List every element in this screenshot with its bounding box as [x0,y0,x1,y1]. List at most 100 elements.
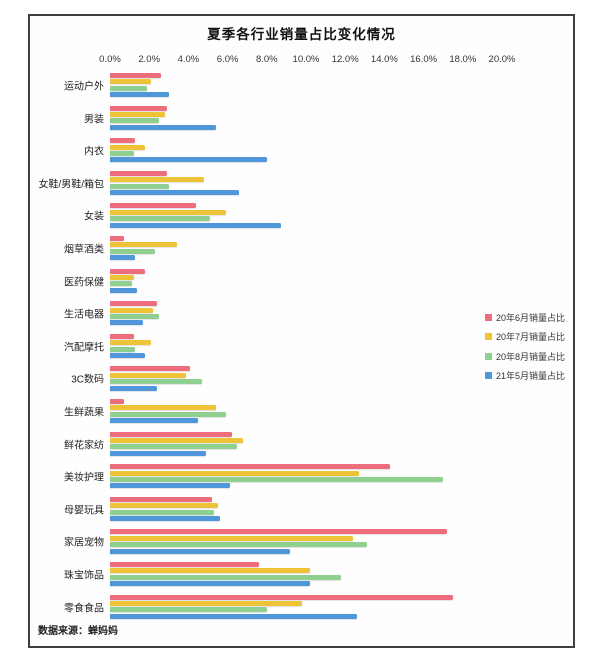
chart-container: 夏季各行业销量占比变化情况 0.0% 2.0% 4.0% 6.0% 8.0% 10.0% 1… [28,14,575,648]
category-row: 零食食品 [30,594,573,621]
legend-swatch-icon [485,372,492,379]
bar-20年7月销量占比 [110,437,244,443]
bar-20年7月销量占比 [110,568,310,574]
legend-swatch-icon [485,352,492,360]
bar-20年6月销量占比 [110,529,448,535]
category-label: 母婴玩具 [64,505,104,517]
category-label: 运动户外 [64,81,104,93]
bar-group [110,333,152,360]
category-label: 内衣 [84,146,104,158]
bar-20年8月销量占比 [110,346,136,352]
bar-20年7月销量占比 [110,274,134,280]
bar-20年6月销量占比 [110,138,136,144]
bar-20年6月销量占比 [110,562,259,567]
bar-group [110,431,244,458]
bar-20年6月销量占比 [110,268,146,274]
bar-21年5月销量占比 [110,320,144,326]
x-axis-tick: 12.0% [331,54,359,65]
bar-20年6月销量占比 [110,399,124,404]
x-axis-tick: 20.0% [488,54,516,65]
bar-21年5月销量占比 [110,222,281,228]
category-row: 烟草酒类 [30,236,573,261]
bar-20年8月销量占比 [110,183,169,189]
category-row: 内衣 [30,138,573,164]
bar-20年7月销量占比 [110,144,146,150]
bar-20年6月销量占比 [110,594,453,600]
bar-20年7月销量占比 [110,600,303,606]
bar-group [110,496,220,523]
bar-20年8月销量占比 [110,444,238,450]
bar-20年7月销量占比 [110,535,354,541]
bar-20年6月销量占比 [110,73,161,78]
category-row: 鲜花家纺 [30,431,573,458]
bar-group [110,366,203,392]
bar-20年7月销量占比 [110,209,226,215]
bar-20年8月销量占比 [110,607,267,613]
bar-20年6月销量占比 [110,301,158,307]
x-axis-tick: 16.0% [410,54,438,65]
bar-21年5月销量占比 [110,189,240,195]
bar-20年6月销量占比 [110,236,124,241]
category-row: 珠宝饰品 [30,562,573,588]
category-label: 3C数码 [71,374,104,386]
category-row: 女鞋/男鞋/箱包 [30,170,573,195]
bar-21年5月销量占比 [110,92,169,98]
category-row: 男装 [30,105,573,132]
bar-20年6月销量占比 [110,105,167,111]
bar-21年5月销量占比 [110,548,291,554]
category-label: 珠宝饰品 [64,570,104,582]
bar-group [110,529,448,555]
category-row: 生活电器 [30,301,573,327]
bar-21年5月销量占比 [110,418,199,424]
category-row: 生鲜蔬果 [30,399,573,425]
legend-swatch-icon [485,313,492,321]
bar-20年7月销量占比 [110,111,165,117]
bar-20年7月销量占比 [110,470,359,476]
category-row: 汽配摩托 [30,333,573,360]
legend-item: 20年6月销量占比 [485,310,565,324]
bar-20年8月销量占比 [110,476,444,482]
category-label: 零食食品 [64,603,104,615]
category-row: 3C数码 [30,366,573,392]
category-row: 美妆护理 [30,464,573,489]
category-row: 运动户外 [30,73,573,99]
bar-20年8月销量占比 [110,542,367,548]
bar-20年6月销量占比 [110,431,232,437]
bar-20年8月销量占比 [110,118,159,124]
bar-group [110,138,267,164]
bar-20年8月销量占比 [110,85,148,91]
bar-20年8月销量占比 [110,150,134,156]
legend-item: 21年5月销量占比 [485,369,565,383]
bar-20年7月销量占比 [110,340,152,346]
bar-group [110,301,159,327]
bar-20年6月销量占比 [110,333,134,339]
bar-group [110,594,453,621]
bar-20年6月销量占比 [110,170,167,176]
bar-20年8月销量占比 [110,379,203,385]
bar-21年5月销量占比 [110,287,138,293]
bar-21年5月销量占比 [110,515,220,521]
legend-label: 20年6月销量占比 [496,312,566,323]
category-label: 美妆护理 [64,472,104,484]
bar-20年7月销量占比 [110,503,218,509]
bar-group [110,105,216,132]
bar-21年5月销量占比 [110,385,158,391]
bar-group [110,562,342,588]
category-row: 母婴玩具 [30,496,573,523]
bar-group [110,399,226,425]
bar-group [110,203,281,229]
bar-20年7月销量占比 [110,307,154,313]
bar-20年8月销量占比 [110,574,342,580]
x-axis-tick: 14.0% [370,54,398,65]
legend-swatch-icon [485,333,492,340]
legend-label: 21年5月销量占比 [496,371,566,381]
bar-20年8月销量占比 [110,509,214,515]
chart-title: 夏季各行业销量占比变化情况 [207,27,396,42]
category-label: 女装 [84,211,104,223]
bar-20年8月销量占比 [110,411,226,417]
bar-20年8月销量占比 [110,248,156,254]
bar-21年5月销量占比 [110,581,310,587]
bar-group [110,73,169,99]
category-row: 家居宠物 [30,529,573,555]
bar-20年7月销量占比 [110,242,177,248]
